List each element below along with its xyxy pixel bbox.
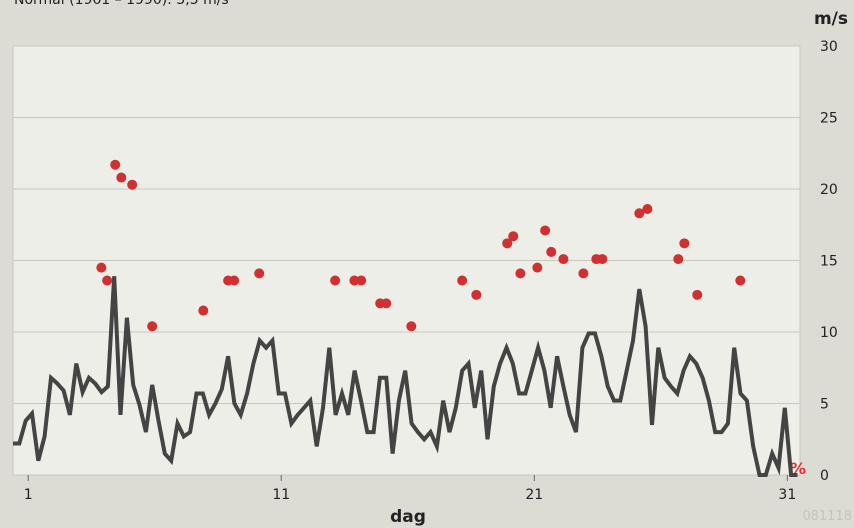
point	[457, 275, 468, 286]
subtitle: Normal (1961 – 1990): 5,5 m/s	[14, 0, 229, 8]
point	[381, 298, 392, 309]
point	[673, 254, 684, 265]
x-tick-label: 1	[24, 487, 33, 503]
y-tick-label: 10	[820, 325, 838, 341]
point	[356, 275, 367, 286]
y-tick-label: 15	[820, 254, 838, 270]
point	[147, 321, 158, 332]
point	[102, 275, 113, 286]
y-tick-label: 30	[820, 39, 838, 55]
point	[406, 321, 417, 332]
point	[110, 159, 121, 170]
point	[558, 254, 569, 265]
x-tick-label: 31	[778, 487, 796, 503]
line	[13, 276, 798, 477]
point	[692, 289, 703, 300]
point	[330, 275, 341, 286]
point	[502, 238, 513, 249]
point	[642, 204, 653, 215]
point	[679, 238, 690, 249]
point	[597, 254, 608, 265]
x-tick-label: 11	[272, 487, 290, 503]
point	[127, 179, 138, 190]
point	[578, 268, 589, 279]
point	[540, 225, 551, 236]
date-stamp: 081118	[802, 509, 852, 524]
point	[546, 246, 557, 257]
point	[229, 275, 240, 286]
point	[96, 262, 107, 273]
point	[198, 305, 209, 316]
point	[349, 275, 360, 286]
x-axis-label: dag	[390, 507, 426, 527]
point	[515, 268, 526, 279]
y-tick-label: 20	[820, 182, 838, 198]
point	[508, 231, 519, 242]
point	[532, 262, 543, 273]
y-tick-label: 25	[820, 111, 838, 127]
point	[735, 275, 746, 286]
point	[254, 268, 265, 279]
y-axis-label: m/s	[814, 9, 848, 29]
y-tick-label: 0	[820, 468, 829, 484]
point	[634, 208, 645, 219]
y-tick-label: 5	[820, 397, 829, 413]
point	[116, 172, 127, 183]
x-tick-label: 21	[525, 487, 543, 503]
point	[471, 289, 482, 300]
